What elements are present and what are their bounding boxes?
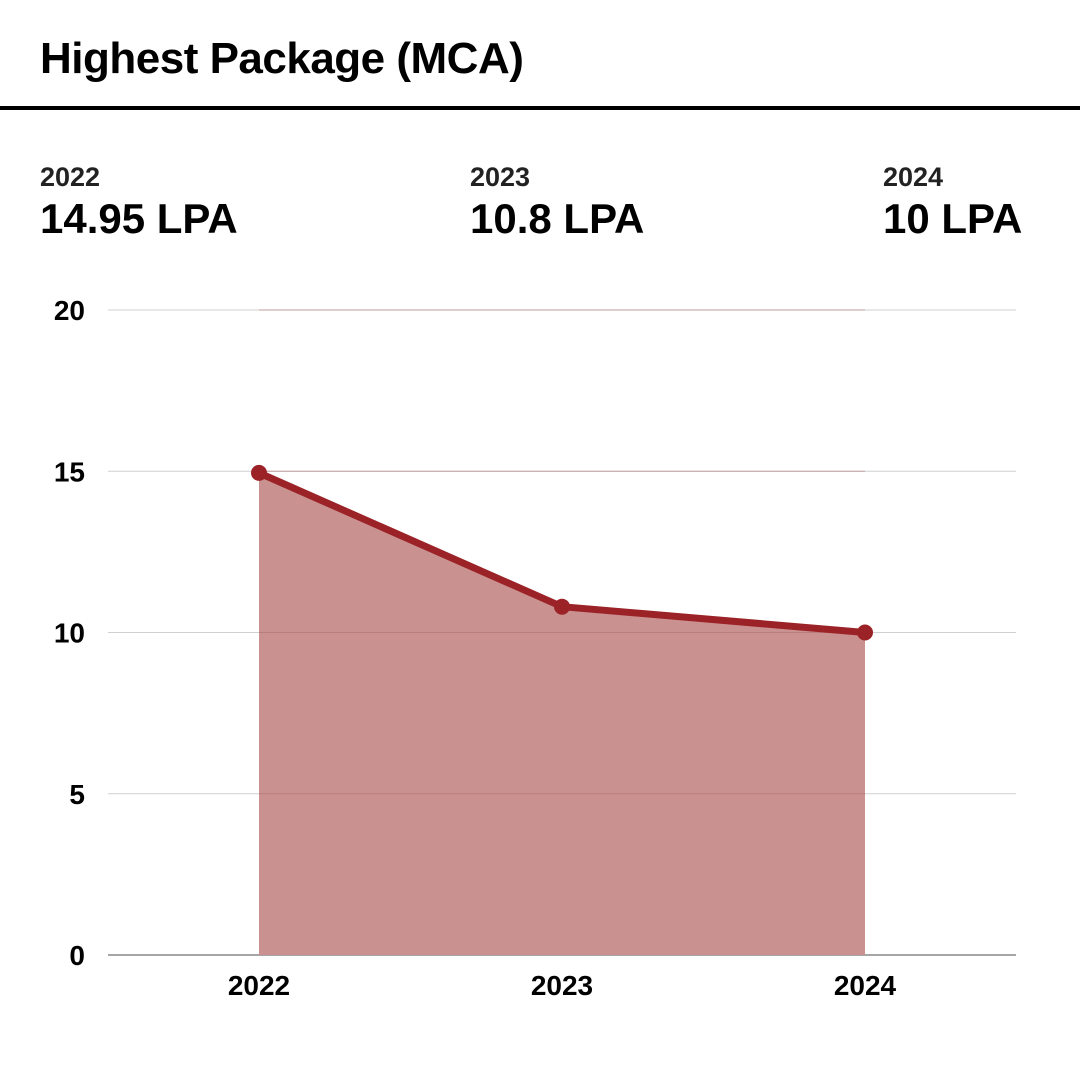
y-tick-label: 10: [54, 618, 85, 649]
y-tick-label: 0: [69, 940, 85, 971]
stat-value: 10 LPA: [883, 195, 1023, 242]
title-divider: [0, 106, 1080, 110]
stat-2023: 2023 10.8 LPA: [470, 160, 644, 244]
page-title: Highest Package (MCA): [40, 34, 524, 83]
stat-value: 10.8 LPA: [470, 195, 645, 242]
data-point: [857, 624, 873, 641]
y-tick-label: 20: [54, 295, 85, 326]
x-tick-label: 2023: [531, 970, 593, 1001]
stat-year: 2022: [40, 162, 101, 192]
stat-value: 14.95 LPA: [40, 195, 238, 242]
data-point: [554, 598, 570, 615]
stat-year: 2023: [470, 162, 531, 192]
stat-year: 2024: [883, 162, 944, 192]
area-fill: [259, 472, 865, 955]
y-tick-label: 5: [69, 779, 85, 810]
x-tick-label: 2024: [834, 970, 897, 1001]
data-point: [251, 464, 267, 481]
x-tick-label: 2022: [228, 970, 290, 1001]
stat-2022: 2022 14.95 LPA: [40, 160, 238, 244]
stat-2024: 2024 10 LPA: [883, 160, 1022, 244]
y-tick-label: 15: [54, 456, 85, 487]
